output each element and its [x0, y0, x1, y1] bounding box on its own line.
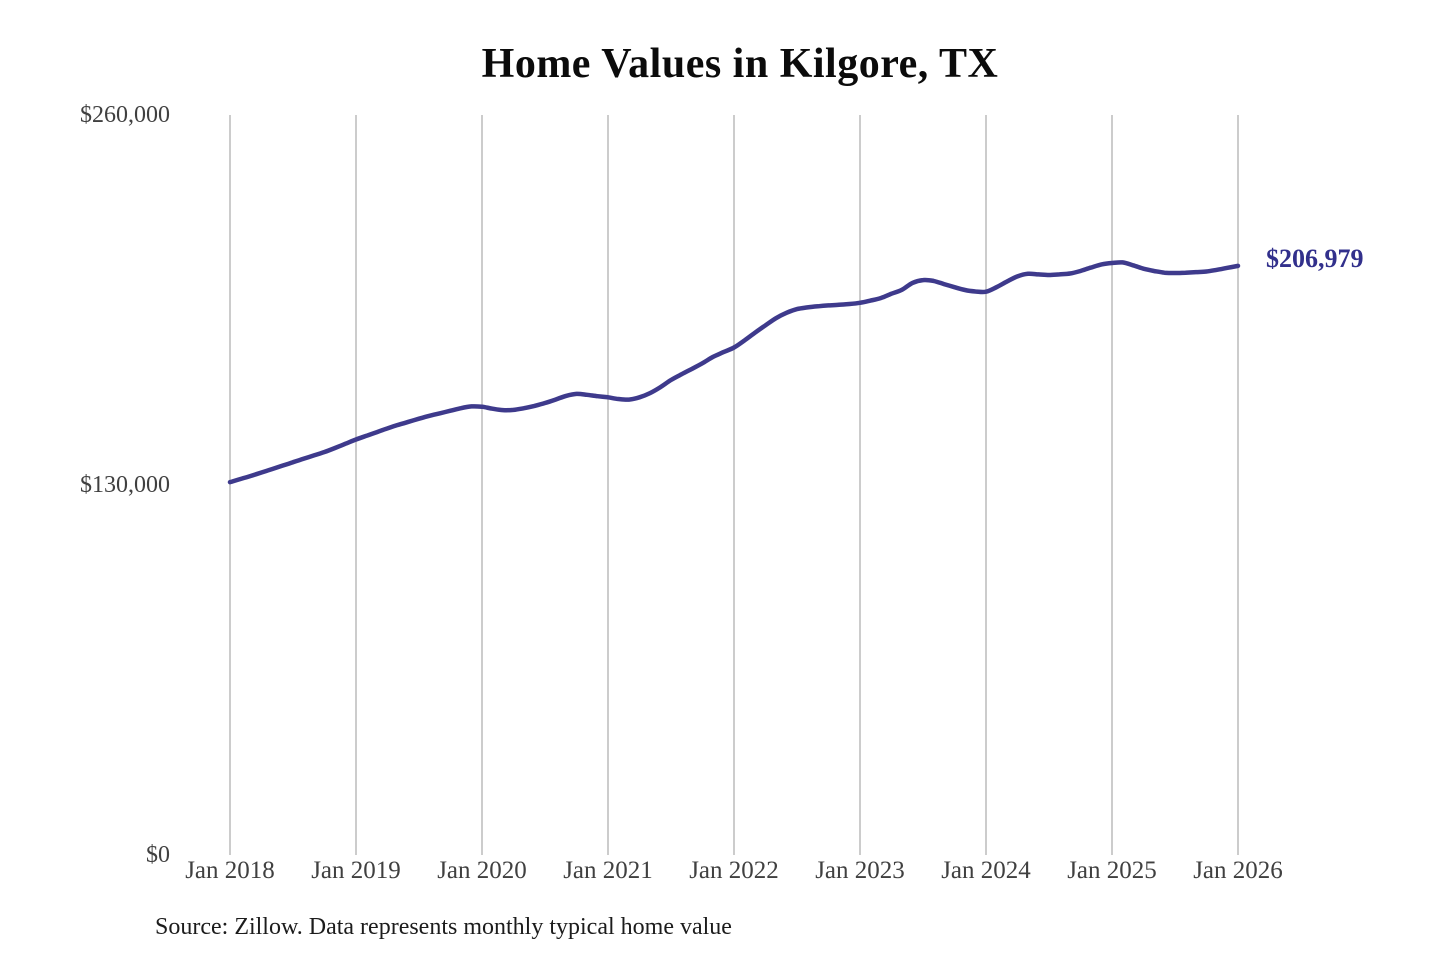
x-tick-label: Jan 2022	[689, 857, 779, 884]
gridlines	[229, 115, 1239, 855]
home-value-line	[227, 260, 1241, 485]
x-tick-label: Jan 2020	[437, 857, 527, 884]
y-tick-label: $260,000	[80, 102, 170, 128]
x-tick-label: Jan 2019	[311, 857, 401, 884]
x-tick-label: Jan 2025	[1067, 857, 1157, 884]
x-tick-label: Jan 2021	[563, 857, 653, 884]
x-tick-label: Jan 2026	[1193, 857, 1283, 884]
final-value-label: $206,979	[1266, 243, 1364, 273]
y-tick-label: $0	[146, 842, 170, 868]
x-tick-label: Jan 2024	[941, 857, 1031, 884]
chart-title: Home Values in Kilgore, TX	[481, 41, 999, 87]
x-tick-label: Jan 2023	[815, 857, 905, 884]
x-tick-label: Jan 2018	[185, 857, 275, 884]
y-tick-label: $130,000	[80, 472, 170, 498]
source-note: Source: Zillow. Data represents monthly …	[155, 914, 732, 940]
